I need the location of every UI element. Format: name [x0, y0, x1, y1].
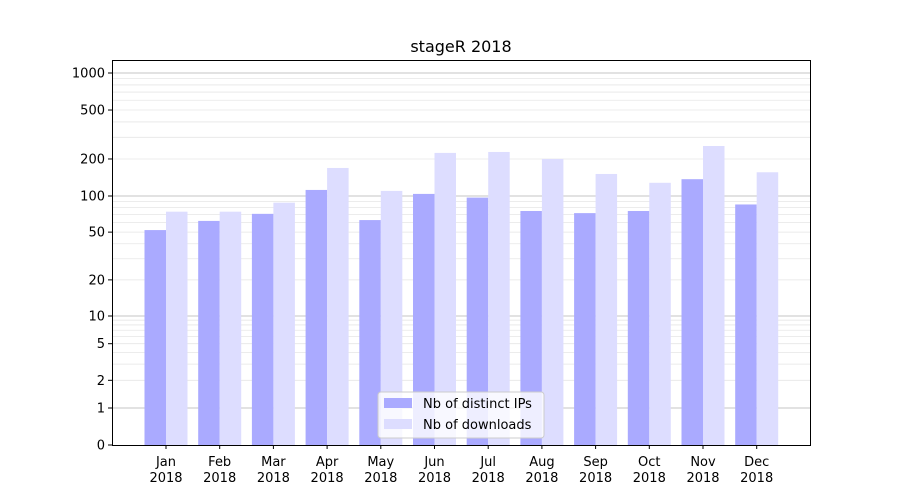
bar-distinct-ips — [251, 213, 274, 445]
y-tick-label: 10 — [88, 310, 105, 325]
bar-distinct-ips — [144, 230, 166, 445]
bar-distinct-ips — [520, 210, 542, 445]
x-tick-label: May 2018 — [364, 455, 397, 486]
bar-downloads — [595, 173, 618, 445]
bar-downloads — [756, 172, 779, 446]
bar-distinct-ips — [413, 193, 435, 445]
y-tick-label: 1000 — [72, 67, 105, 82]
x-tick-label: Jul 2018 — [472, 455, 505, 486]
x-tick-label: Aug 2018 — [525, 455, 558, 486]
bar-distinct-ips — [681, 179, 703, 446]
x-tick-label: Jun 2018 — [418, 455, 451, 486]
bar-downloads — [166, 211, 188, 445]
y-tick-label: 100 — [80, 190, 105, 205]
bar-distinct-ips — [305, 189, 328, 445]
x-axis: Jan 2018 Feb 2018 Mar 2018 Apr 2018 May 2018 Jun 20… — [149, 445, 773, 486]
bar-downloads — [380, 190, 403, 445]
y-tick-label: 20 — [88, 273, 105, 288]
bar-distinct-ips — [466, 197, 489, 445]
legend-box — [377, 391, 545, 439]
plot-frame — [112, 60, 811, 446]
bar-downloads — [703, 145, 725, 446]
y-tick-label: 0 — [97, 439, 105, 454]
x-tick-label: Jan 2018 — [149, 455, 182, 486]
chart-title: stageR 2018 — [410, 37, 511, 56]
x-tick-label: Feb 2018 — [203, 455, 236, 486]
x-tick-label: Mar 2018 — [257, 455, 290, 486]
bar-distinct-ips — [627, 210, 650, 445]
bar-downloads — [273, 202, 295, 445]
bar-downloads — [434, 152, 456, 445]
bar-distinct-ips — [198, 220, 220, 445]
y-tick-label: 1 — [97, 402, 105, 417]
y-tick-label: 200 — [80, 152, 105, 167]
y-tick-label: 50 — [88, 226, 105, 241]
y-axis: 0 1 2 5 10 20 50 100 200 500 1000 — [72, 67, 112, 454]
y-tick-label: 500 — [80, 104, 105, 119]
bar-distinct-ips — [359, 220, 381, 445]
x-tick-label: Apr 2018 — [311, 455, 344, 486]
x-tick-label: Sep 2018 — [579, 455, 612, 486]
bar-downloads — [327, 167, 349, 445]
bar-downloads — [649, 182, 671, 445]
legend: Nb of distinct IPs Nb of downloads — [377, 391, 545, 439]
bars — [144, 145, 779, 446]
bar-distinct-ips — [735, 204, 757, 445]
x-tick-label: Nov 2018 — [686, 455, 719, 486]
legend-swatch — [384, 419, 412, 429]
legend-label: Nb of downloads — [423, 418, 532, 433]
y-tick-label: 5 — [97, 337, 105, 352]
y-tick-label: 2 — [97, 374, 105, 389]
bar-downloads — [541, 158, 564, 445]
bar-distinct-ips — [574, 213, 596, 445]
legend-swatch — [384, 398, 412, 408]
bar-downloads — [219, 211, 242, 445]
legend-label: Nb of distinct IPs — [423, 397, 532, 412]
x-tick-label: Dec 2018 — [740, 455, 773, 486]
x-tick-label: Oct 2018 — [633, 455, 666, 486]
bar-downloads — [488, 151, 510, 446]
